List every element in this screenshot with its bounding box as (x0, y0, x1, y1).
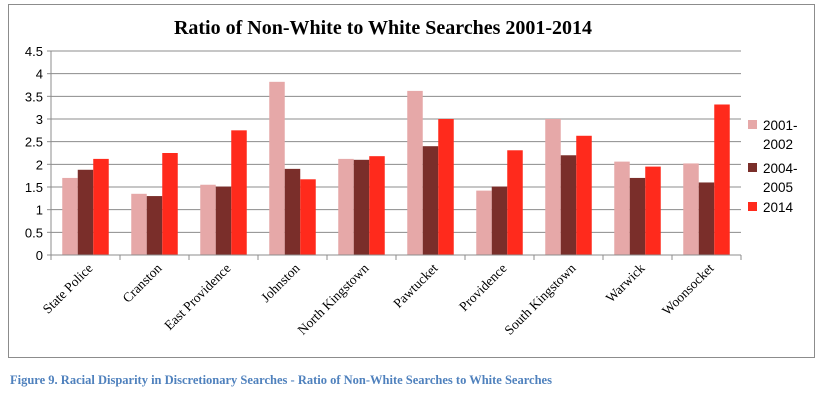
bar (545, 119, 561, 255)
x-tick-label: Cranston (120, 260, 165, 305)
y-tick-label: 1.5 (25, 180, 43, 195)
bar (353, 159, 370, 255)
legend-swatch (748, 163, 757, 172)
x-tick-label: South Kingstown (501, 260, 578, 337)
bar (629, 177, 646, 255)
bar (300, 179, 316, 255)
y-tick-label: 4.5 (25, 44, 43, 59)
x-tick-label: North Kingstown (294, 260, 371, 337)
bar (560, 155, 577, 255)
bar (407, 90, 423, 255)
bar (200, 184, 216, 255)
bar (576, 135, 592, 255)
y-tick-label: 4 (36, 67, 43, 82)
x-tick-label: Warwick (603, 260, 648, 305)
x-tick-label: East Providence (161, 261, 233, 333)
legend-label: 2004- (763, 161, 798, 176)
bar (438, 119, 454, 255)
bar (422, 146, 439, 255)
bar (62, 177, 78, 255)
bar (231, 130, 247, 255)
bar (131, 193, 147, 255)
bar (714, 104, 730, 255)
bar (146, 196, 163, 255)
legend-swatch (748, 120, 757, 129)
y-tick-label: 2.5 (25, 135, 43, 150)
y-tick-label: 3 (36, 112, 43, 127)
x-tick-label: State Police (40, 261, 96, 317)
bar (645, 166, 661, 255)
x-tick-label: Pawtucket (390, 260, 441, 311)
bar (284, 168, 301, 255)
bar (77, 169, 94, 255)
figure-caption: Figure 9. Racial Disparity in Discretion… (10, 373, 552, 387)
bar (507, 150, 523, 255)
legend-label: 2001- (763, 118, 798, 133)
y-tick-label: 0.5 (25, 225, 43, 240)
y-tick-label: 3.5 (25, 89, 43, 104)
x-tick-label: Providence (456, 261, 510, 315)
legend-label: 2005 (763, 180, 793, 195)
bar (269, 81, 285, 256)
bar (369, 156, 385, 255)
bar (698, 182, 715, 255)
bar (683, 163, 699, 255)
bar (162, 153, 178, 255)
chart-title: Ratio of Non-White to White Searches 200… (174, 17, 592, 39)
bar (476, 190, 492, 255)
x-tick-label: Woonsocket (659, 260, 717, 318)
legend-label: 2014 (763, 200, 794, 215)
bar (215, 186, 232, 255)
y-tick-label: 2 (36, 157, 43, 172)
bar (614, 161, 630, 255)
bar (338, 158, 354, 255)
bar (491, 186, 508, 255)
bar (93, 158, 109, 255)
legend-label: 2002 (763, 137, 793, 152)
y-tick-label: 0 (36, 248, 43, 263)
x-tick-label: Johnston (258, 260, 303, 305)
legend-swatch (748, 202, 757, 211)
y-tick-label: 1 (36, 203, 43, 218)
